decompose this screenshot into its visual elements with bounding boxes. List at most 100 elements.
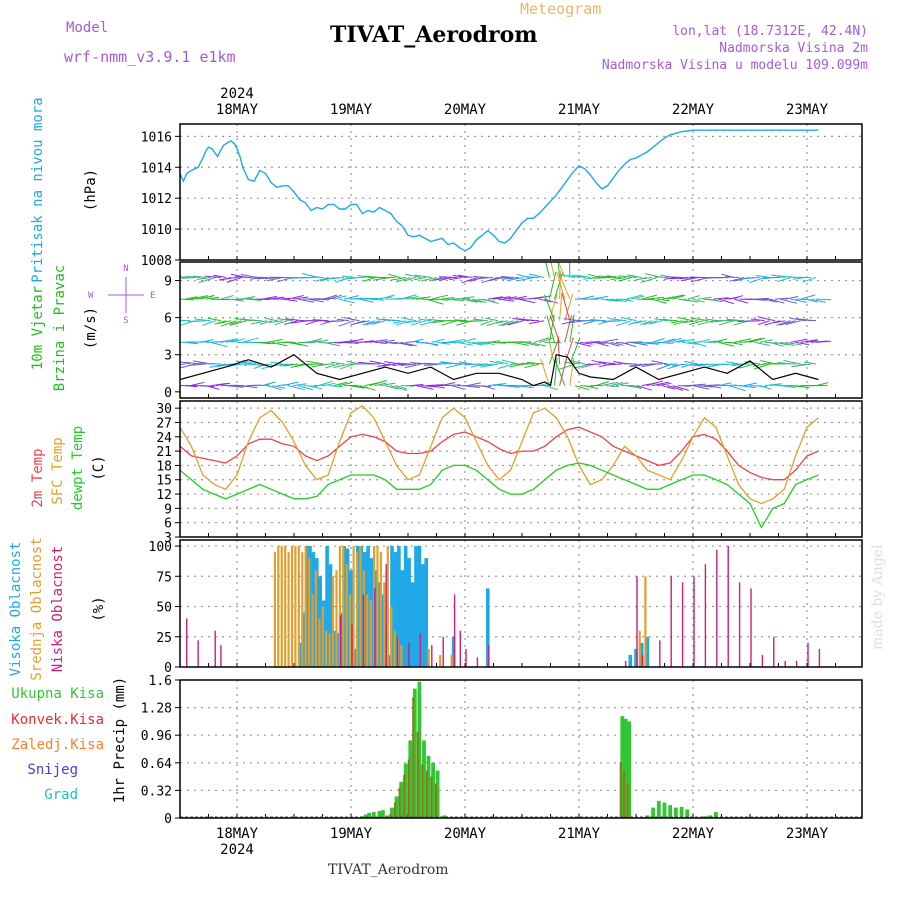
- wind-vector: [569, 314, 575, 343]
- wind-vector: [605, 341, 620, 347]
- wind-vector: [775, 297, 789, 300]
- wind-vector: [392, 320, 406, 324]
- wind-vector: [687, 295, 700, 300]
- mid-cloud-bar: [427, 648, 430, 667]
- wind-vector: [680, 277, 699, 282]
- mid-cloud-bar: [439, 654, 442, 667]
- panel-frame: [179, 261, 863, 399]
- wind-vector: [563, 318, 581, 322]
- pressure-axis-label: Pritisak na nivou mora: [30, 97, 46, 282]
- wind-vector: [507, 320, 524, 326]
- y-tick-label: 0: [164, 386, 172, 401]
- low-cloud-bar: [750, 588, 752, 667]
- wind-vector: [802, 277, 817, 283]
- wind-vector: [621, 341, 637, 348]
- wind-vector: [574, 341, 592, 347]
- wind-vector: [180, 298, 195, 301]
- wind-vector: [410, 383, 424, 387]
- wind-vector: [297, 385, 314, 391]
- wind-vector: [485, 317, 499, 322]
- dewpt-line: [180, 462, 819, 529]
- wind-vector: [482, 385, 496, 390]
- low-cloud-bar: [693, 576, 695, 667]
- wind-vector: [781, 362, 796, 365]
- wind-vector: [561, 293, 571, 321]
- conv-precip-bar: [412, 697, 415, 818]
- wind-vector: [718, 320, 735, 326]
- compass-west: W: [88, 291, 94, 301]
- wind-vector: [508, 341, 524, 343]
- wind-vector: [363, 277, 376, 282]
- y-tick-label: 6: [164, 312, 172, 327]
- wind-vector: [620, 363, 637, 365]
- wind-vector: [335, 277, 350, 283]
- wind-vector: [418, 318, 432, 322]
- wind-vector: [574, 385, 590, 391]
- wind-vector: [606, 275, 622, 278]
- wind-vector: [276, 318, 293, 322]
- wind-vector: [357, 274, 370, 278]
- y-tick-label: 0: [164, 661, 172, 676]
- low-cloud-bar: [642, 654, 644, 667]
- y-tick-label: 1.6: [149, 674, 172, 689]
- wind-vector: [545, 262, 550, 278]
- high-cloud-bar: [634, 648, 638, 667]
- wind-vector: [489, 360, 504, 365]
- wind-vector: [733, 338, 752, 343]
- wind-vector: [595, 277, 611, 279]
- mid-cloud-bar: [277, 546, 280, 667]
- wind-vector: [544, 385, 559, 391]
- bottom-day-label: 23MAY: [786, 826, 829, 842]
- y-tick-label: 6: [164, 517, 172, 532]
- wind-vector: [185, 341, 199, 345]
- wind-vector: [708, 385, 722, 389]
- low-cloud-bar: [465, 648, 467, 667]
- panel-wind: [175, 261, 863, 399]
- wind-vector: [810, 298, 826, 303]
- wind-vector: [643, 320, 658, 325]
- total-precip-bar: [627, 721, 632, 818]
- wind-vector: [441, 382, 456, 387]
- bottom-day-label: 20MAY: [444, 826, 487, 842]
- wind-vector: [308, 385, 323, 390]
- wind-vector: [528, 341, 546, 347]
- wind-vector: [540, 358, 550, 386]
- wind-vector: [769, 298, 785, 304]
- high-cloud-bar: [403, 546, 408, 667]
- wind-vector: [315, 277, 329, 282]
- wind-vector: [400, 294, 417, 300]
- wind-vector: [516, 277, 535, 282]
- mid-cloud-bar: [338, 546, 341, 667]
- wind-vector: [663, 277, 678, 280]
- wind-vector: [333, 381, 348, 387]
- wind-vector: [202, 320, 217, 326]
- wind-vector: [441, 341, 457, 344]
- wind-vector: [636, 298, 655, 301]
- wind-vector: [678, 317, 694, 322]
- wind-vector: [269, 320, 283, 323]
- wind-vector: [585, 341, 601, 343]
- wind-vector: [667, 294, 684, 300]
- wind-vector: [631, 341, 648, 346]
- low-cloud-bar: [659, 640, 661, 667]
- wind-vector: [400, 341, 417, 347]
- total-precip-bar: [363, 814, 368, 818]
- wind-vector: [600, 381, 618, 387]
- wind-vector: [547, 336, 555, 365]
- wind-vector: [426, 341, 438, 347]
- footer-station: TIVAT_Aerodrom: [328, 862, 449, 878]
- wind-vector: [364, 297, 378, 300]
- wind-vector: [486, 320, 504, 326]
- wind-vector: [423, 362, 437, 365]
- wind-vector: [265, 317, 278, 322]
- y-tick-label: 50: [156, 601, 172, 616]
- wind-vector: [446, 339, 465, 343]
- wind-vector: [241, 296, 256, 300]
- wind-vector: [693, 363, 709, 367]
- wind-vector: [718, 341, 735, 347]
- y-tick-label: 25: [156, 631, 172, 646]
- wind-vector: [746, 320, 760, 322]
- wind-vector: [723, 384, 737, 387]
- wind-vector: [231, 338, 246, 343]
- wind-vector: [526, 319, 540, 322]
